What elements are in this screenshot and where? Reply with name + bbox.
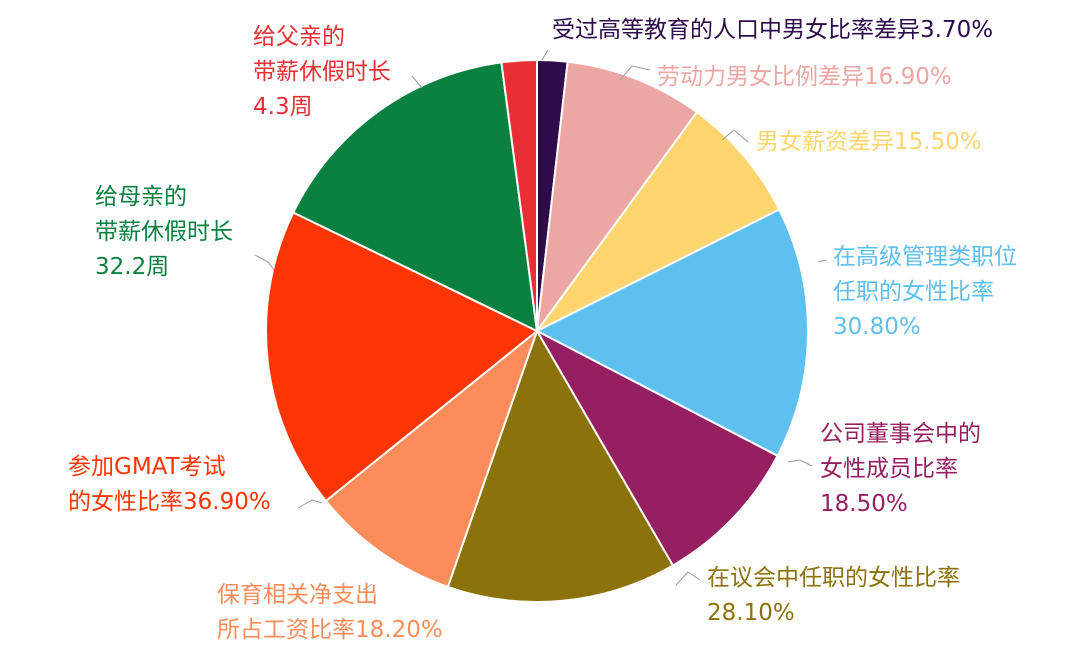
slice-label-line: 28.10% xyxy=(707,600,795,626)
slice-label-line: 在高级管理类职位 xyxy=(833,244,1017,270)
slice-label-line: 所占工资比率18.20% xyxy=(217,617,443,643)
leader-line xyxy=(721,129,749,143)
pie-slice xyxy=(535,60,699,335)
slice-label-line: 带薪休假时长 xyxy=(95,219,233,245)
slice-label: 受过高等教育的人口中男女比率差异3.70% xyxy=(552,13,993,48)
slice-label-line: 受过高等教育的人口中男女比率差异3.70% xyxy=(552,17,994,43)
slice-label-line: 参加GMAT考试 xyxy=(68,454,226,480)
pie-slice xyxy=(446,328,675,604)
slice-label-line: 4.3周 xyxy=(253,94,313,120)
leader-line xyxy=(411,75,423,89)
slice-label-line: 32.2周 xyxy=(95,254,170,280)
leader-line xyxy=(362,583,373,591)
pie-slice xyxy=(536,110,781,332)
leader-line xyxy=(541,49,549,61)
slice-label: 劳动力男女比例差异16.90% xyxy=(657,60,952,95)
pie-slice xyxy=(500,58,538,332)
slice-label-line: 30.80% xyxy=(833,314,921,340)
leader-line xyxy=(817,259,827,263)
slice-label: 给母亲的带薪休假时长 32.2周 xyxy=(95,180,233,285)
slice-label: 参加GMAT考试的女性比率36.90% xyxy=(68,450,271,520)
slice-label: 在高级管理类职位 任职的女性比率 30.80% xyxy=(833,240,1017,345)
pie-slice xyxy=(291,61,539,333)
leader-line xyxy=(675,571,701,586)
slice-label-line: 保育相关净支出 xyxy=(217,582,378,608)
pie-slice xyxy=(534,208,809,458)
pie-slice xyxy=(265,211,539,503)
slice-label: 公司董事会中的 女性成员比率 18.50% xyxy=(820,417,981,522)
pie-slice xyxy=(324,328,540,589)
slice-label-line: 给母亲的 xyxy=(95,184,187,210)
slice-label-line: 18.50% xyxy=(820,491,908,517)
leader-line xyxy=(254,254,275,271)
slice-label: 给父亲的带薪休假时长 4.3周 xyxy=(253,20,391,125)
slice-label: 在议会中任职的女性比率 28.10% xyxy=(707,561,960,631)
slice-label-line: 男女薪资差异15.50% xyxy=(756,129,982,155)
slice-label-line: 劳动力男女比例差异16.90% xyxy=(657,64,952,90)
slice-label-line: 带薪休假时长 xyxy=(253,59,391,85)
slice-label: 保育相关净支出所占工资比率18.20% xyxy=(217,578,443,648)
slice-label-line: 女性成员比率 xyxy=(820,456,958,482)
slice-label-line: 给父亲的 xyxy=(253,24,345,50)
leader-line xyxy=(787,459,813,467)
slice-label-line: 在议会中任职的女性比率 xyxy=(707,565,960,591)
slice-label-line: 公司董事会中的 xyxy=(820,421,981,447)
leader-line xyxy=(297,499,323,509)
pie-slice xyxy=(534,328,779,567)
leader-line xyxy=(619,65,651,81)
slice-label: 男女薪资差异15.50% xyxy=(756,125,982,160)
slice-label-line: 任职的女性比率 xyxy=(833,279,994,305)
slice-label-line: 的女性比率36.90% xyxy=(68,489,271,515)
